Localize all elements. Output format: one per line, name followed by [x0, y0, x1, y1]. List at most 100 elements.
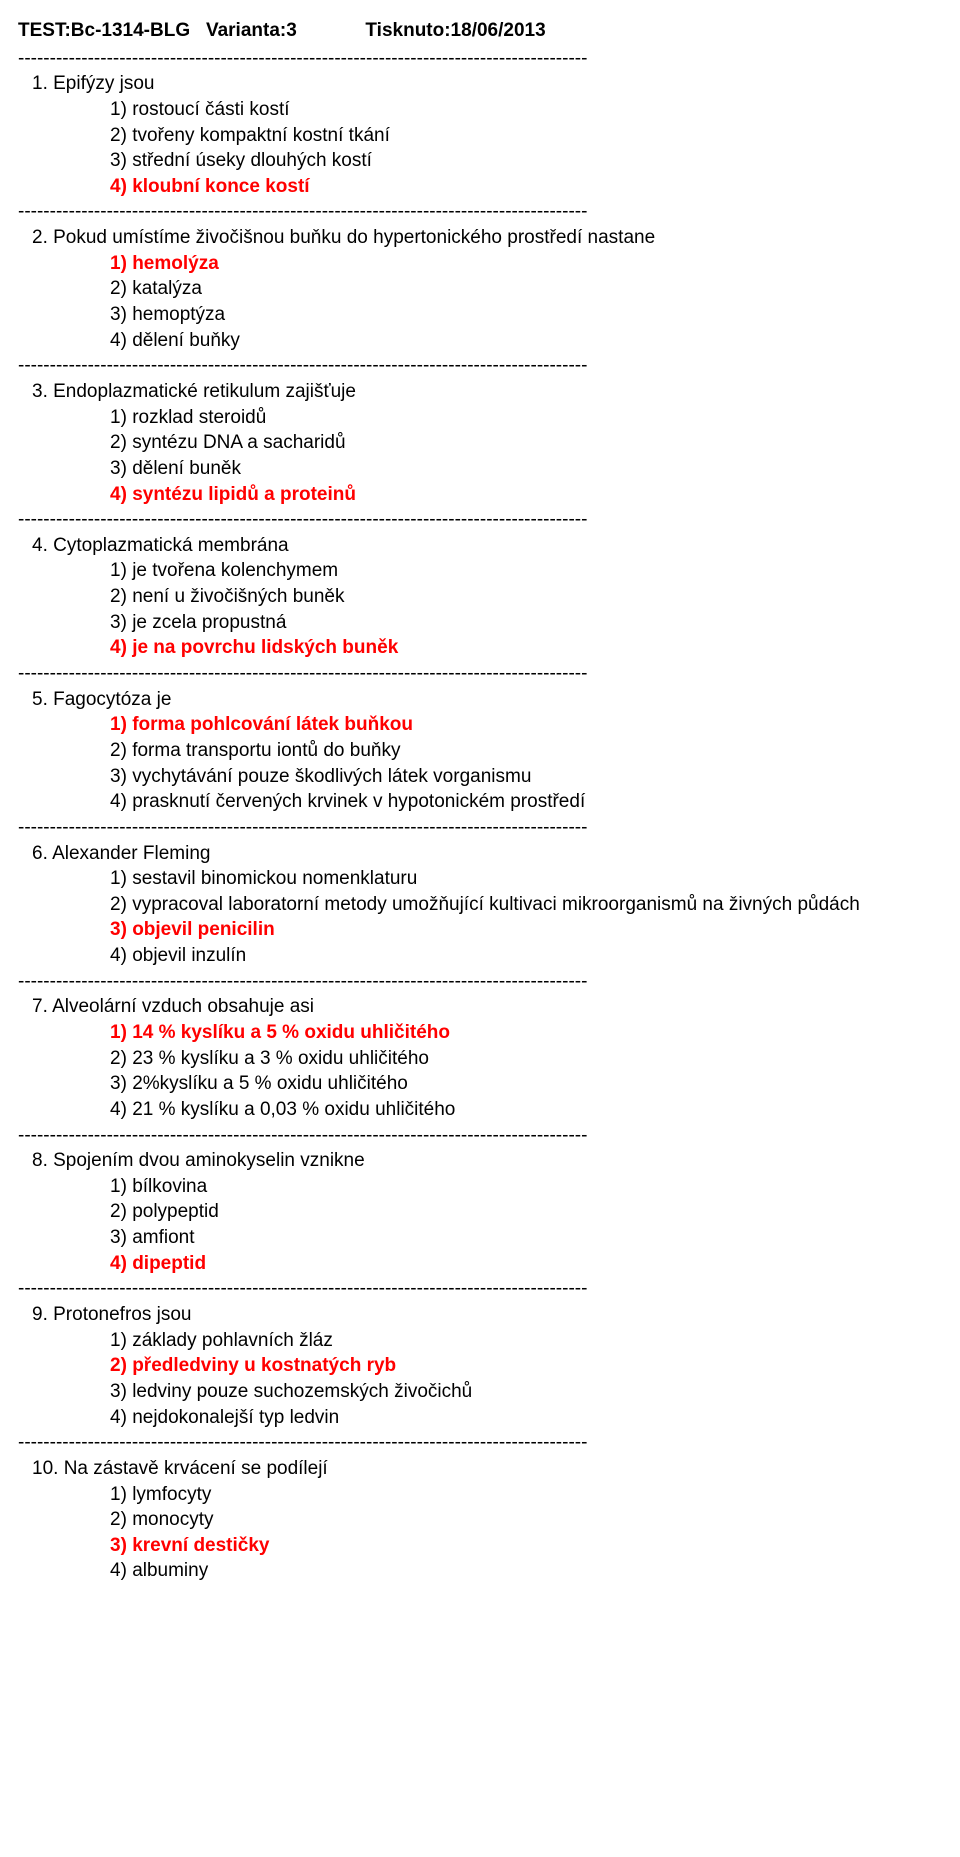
- answer-option: 3) 2%kyslíku a 5 % oxidu uhličitého: [18, 1071, 960, 1097]
- answer-number: 3): [110, 150, 132, 171]
- answer-number: 3): [110, 1227, 132, 1248]
- separator-line: ----------------------------------------…: [18, 199, 960, 225]
- answer-text: polypeptid: [132, 1201, 219, 1222]
- answer-option: 3) amfiont: [18, 1225, 960, 1251]
- answer-option: 3) hemoptýza: [18, 302, 960, 328]
- answer-option: 3) objevil penicilin: [18, 917, 960, 943]
- answer-text: rostoucí části kostí: [132, 99, 289, 120]
- answer-number: 2): [110, 432, 132, 453]
- answer-number: 4): [110, 484, 132, 505]
- separator-line: ----------------------------------------…: [18, 969, 960, 995]
- question-text: 1. Epifýzy jsou: [18, 71, 960, 97]
- answer-option: 4) je na povrchu lidských buněk: [18, 635, 960, 661]
- separator-line: ----------------------------------------…: [18, 815, 960, 841]
- answer-number: 1): [110, 253, 132, 274]
- answer-number: 3): [110, 766, 132, 787]
- separator-line: ----------------------------------------…: [18, 1276, 960, 1302]
- answer-option: 4) kloubní konce kostí: [18, 174, 960, 200]
- answer-number: 1): [110, 407, 132, 428]
- answer-option: 4) nejdokonalejší typ ledvin: [18, 1405, 960, 1431]
- answer-text: katalýza: [132, 278, 202, 299]
- answer-text: dělení buňky: [132, 330, 240, 351]
- answer-option: 3) střední úseky dlouhých kostí: [18, 148, 960, 174]
- question-text: 2. Pokud umístíme živočišnou buňku do hy…: [18, 225, 960, 251]
- answer-number: 2): [110, 1355, 132, 1376]
- answer-text: tvořeny kompaktní kostní tkání: [132, 125, 390, 146]
- answer-text: monocyty: [132, 1509, 213, 1530]
- answer-option: 4) syntézu lipidů a proteinů: [18, 482, 960, 508]
- question-block: 10. Na zástavě krvácení se podílejí1) ly…: [18, 1456, 960, 1584]
- answer-option: 3) vychytávání pouze škodlivých látek vo…: [18, 764, 960, 790]
- answer-option: 4) dipeptid: [18, 1251, 960, 1277]
- answer-text: dělení buněk: [132, 458, 241, 479]
- question-text: 3. Endoplazmatické retikulum zajišťuje: [18, 379, 960, 405]
- answer-option: 2) není u živočišných buněk: [18, 584, 960, 610]
- answer-number: 1): [110, 1022, 132, 1043]
- answer-text: objevil inzulín: [132, 945, 246, 966]
- answer-text: syntézu lipidů a proteinů: [132, 484, 356, 505]
- question-block: 7. Alveolární vzduch obsahuje asi1) 14 %…: [18, 994, 960, 1122]
- answer-number: 4): [110, 1560, 132, 1581]
- answer-option: 1) rozklad steroidů: [18, 405, 960, 431]
- answer-option: 1) hemolýza: [18, 251, 960, 277]
- answer-text: dipeptid: [132, 1253, 206, 1274]
- answer-number: 4): [110, 330, 132, 351]
- answer-option: 3) ledviny pouze suchozemských živočichů: [18, 1379, 960, 1405]
- question-block: 1. Epifýzy jsou1) rostoucí části kostí2)…: [18, 71, 960, 199]
- separator-line: ----------------------------------------…: [18, 353, 960, 379]
- answer-number: 2): [110, 1048, 132, 1069]
- answer-option: 1) lymfocyty: [18, 1482, 960, 1508]
- question-text: 4. Cytoplazmatická membrána: [18, 533, 960, 559]
- answer-text: je zcela propustná: [132, 612, 286, 633]
- question-text: 10. Na zástavě krvácení se podílejí: [18, 1456, 960, 1482]
- answer-number: 2): [110, 125, 132, 146]
- answer-number: 2): [110, 1201, 132, 1222]
- answer-text: vychytávání pouze škodlivých látek vorga…: [132, 766, 531, 787]
- test-label: TEST:Bc-1314-BLG: [18, 20, 190, 41]
- answer-number: 2): [110, 1509, 132, 1530]
- answer-number: 3): [110, 612, 132, 633]
- answer-option: 2) monocyty: [18, 1507, 960, 1533]
- answer-option: 1) forma pohlcování látek buňkou: [18, 712, 960, 738]
- separator-line: ----------------------------------------…: [18, 507, 960, 533]
- answer-option: 1) rostoucí části kostí: [18, 97, 960, 123]
- document-page: TEST:Bc-1314-BLG Varianta:3 Tisknuto:18/…: [0, 0, 960, 1624]
- answer-option: 2) tvořeny kompaktní kostní tkání: [18, 123, 960, 149]
- answer-text: hemoptýza: [132, 304, 225, 325]
- answer-number: 1): [110, 99, 132, 120]
- answer-option: 4) albuminy: [18, 1558, 960, 1584]
- answer-text: forma transportu iontů do buňky: [132, 740, 400, 761]
- answer-number: 1): [110, 714, 132, 735]
- answer-option: 2) 23 % kyslíku a 3 % oxidu uhličitého: [18, 1046, 960, 1072]
- separator-line: ----------------------------------------…: [18, 46, 960, 72]
- answer-number: 2): [110, 894, 132, 915]
- answer-number: 1): [110, 868, 132, 889]
- answer-number: 3): [110, 458, 132, 479]
- question-block: 6. Alexander Fleming1) sestavil binomick…: [18, 841, 960, 969]
- answer-option: 4) 21 % kyslíku a 0,03 % oxidu uhličitéh…: [18, 1097, 960, 1123]
- answer-text: 2%kyslíku a 5 % oxidu uhličitého: [132, 1073, 408, 1094]
- answer-option: 2) katalýza: [18, 276, 960, 302]
- answer-number: 4): [110, 176, 132, 197]
- answer-number: 3): [110, 1381, 132, 1402]
- question-text: 9. Protonefros jsou: [18, 1302, 960, 1328]
- answer-text: ledviny pouze suchozemských živočichů: [132, 1381, 472, 1402]
- answer-option: 2) syntézu DNA a sacharidů: [18, 430, 960, 456]
- answer-option: 2) polypeptid: [18, 1199, 960, 1225]
- separator-line: ----------------------------------------…: [18, 661, 960, 687]
- answer-number: 4): [110, 945, 132, 966]
- answer-number: 3): [110, 304, 132, 325]
- answer-text: lymfocyty: [132, 1484, 211, 1505]
- variant-label: Varianta:3: [206, 20, 297, 41]
- questions-container: ----------------------------------------…: [18, 46, 960, 1584]
- answer-option: 2) vypracoval laboratorní metody umožňuj…: [18, 892, 960, 918]
- question-block: 2. Pokud umístíme živočišnou buňku do hy…: [18, 225, 960, 353]
- question-text: 7. Alveolární vzduch obsahuje asi: [18, 994, 960, 1020]
- answer-number: 3): [110, 919, 132, 940]
- answer-number: 2): [110, 740, 132, 761]
- answer-option: 1) je tvořena kolenchymem: [18, 558, 960, 584]
- answer-number: 2): [110, 586, 132, 607]
- answer-text: sestavil binomickou nomenklaturu: [132, 868, 417, 889]
- answer-option: 4) dělení buňky: [18, 328, 960, 354]
- answer-text: forma pohlcování látek buňkou: [132, 714, 413, 735]
